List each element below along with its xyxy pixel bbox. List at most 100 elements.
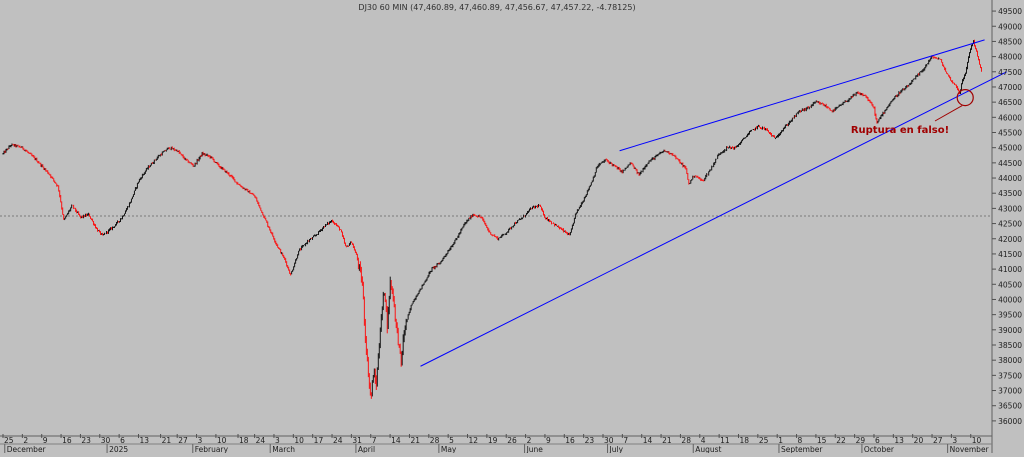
price-tick-label: 45500	[998, 129, 1022, 138]
date-tick-label: 30	[604, 436, 614, 445]
date-tick-label: 28	[430, 436, 440, 445]
price-tick-label: 47500	[998, 68, 1022, 77]
price-tick-label: 45000	[998, 144, 1022, 153]
price-tick-label: 44000	[998, 174, 1022, 183]
price-tick-label: 41000	[998, 265, 1022, 274]
price-tick-label: 43500	[998, 189, 1022, 198]
month-label: July	[609, 445, 624, 453]
date-tick-label: 24	[333, 436, 343, 445]
price-tick-label: 42500	[998, 220, 1022, 229]
date-tick-label: 8	[798, 436, 803, 445]
date-tick-label: 21	[162, 436, 172, 445]
date-tick-label: 9	[546, 436, 551, 445]
date-tick-label: 29	[856, 436, 866, 445]
date-tick-label: 6	[875, 436, 880, 445]
false-break-circle	[956, 88, 974, 107]
price-tick-label: 42000	[998, 235, 1022, 244]
price-axis: 36000 36500 37000 37500 38000 38500 39000 39500…	[992, 7, 1022, 426]
ohlc-bars-layer	[2, 39, 982, 399]
month-label: August	[695, 445, 721, 453]
month-label: February	[195, 445, 229, 453]
month-label: December	[7, 445, 47, 453]
date-tick-label: 2	[527, 436, 532, 445]
date-tick-label: 31	[352, 436, 362, 445]
date-tick-label: 1	[778, 436, 783, 445]
date-tick-label: 13	[894, 436, 904, 445]
date-tick-label: 27	[933, 436, 943, 445]
date-tick-label: 15	[817, 436, 827, 445]
date-tick-label: 17	[314, 436, 324, 445]
upper-trendline	[619, 39, 985, 152]
month-label: September	[781, 445, 823, 453]
date-tick-label: 21	[410, 436, 420, 445]
price-tick-label: 37500	[998, 371, 1022, 380]
date-tick-label: 19	[488, 436, 498, 445]
price-tick-label: 46500	[998, 98, 1022, 107]
date-tick-label: 3	[275, 436, 280, 445]
date-tick-label: 26	[507, 436, 517, 445]
price-tick-label: 39000	[998, 326, 1022, 335]
price-tick-label: 48000	[998, 53, 1022, 62]
price-tick-label: 49000	[998, 22, 1022, 31]
date-tick-label: 10	[217, 436, 227, 445]
trendline-layer	[420, 39, 1007, 367]
price-tick-label: 46000	[998, 113, 1022, 122]
date-tick-label: 5	[449, 436, 454, 445]
date-tick-label: 28	[681, 436, 691, 445]
date-tick-label: 3	[198, 436, 203, 445]
price-tick-label: 39500	[998, 311, 1022, 320]
month-label: March	[272, 445, 295, 453]
date-tick-label: 27	[178, 436, 188, 445]
date-tick-label: 18	[739, 436, 749, 445]
price-tick-label: 40000	[998, 295, 1022, 304]
chart-title: DJ30 60 MIN (47,460.89, 47,460.89, 47,45…	[358, 3, 635, 12]
annotation-pointer-line	[934, 105, 963, 122]
date-tick-label: 16	[565, 436, 575, 445]
annotation-layer: Ruptura en falso!	[851, 88, 974, 136]
date-tick-label: 13	[139, 436, 149, 445]
price-tick-label: 43000	[998, 204, 1022, 213]
date-tick-label: 21	[662, 436, 672, 445]
price-tick-label: 36000	[998, 417, 1022, 426]
date-tick-label: 14	[643, 436, 653, 445]
date-tick-label: 11	[720, 436, 730, 445]
date-tick-label: 7	[372, 436, 377, 445]
month-label: April	[358, 445, 375, 453]
date-tick-label: 25	[4, 436, 14, 445]
date-tick-label: 24	[256, 436, 266, 445]
date-tick-label: 30	[101, 436, 111, 445]
month-label: May	[441, 445, 457, 453]
date-tick-label: 18	[239, 436, 249, 445]
price-tick-label: 44500	[998, 159, 1022, 168]
date-tick-label: 4	[701, 436, 706, 445]
price-tick-label: 40500	[998, 280, 1022, 289]
month-axis: December 2025 February March April May June Jul…	[4, 444, 990, 454]
date-tick-label: 7	[623, 436, 628, 445]
date-tick-label: 6	[120, 436, 125, 445]
date-tick-label: 23	[585, 436, 595, 445]
date-tick-label: 9	[43, 436, 48, 445]
date-tick-label: 10	[294, 436, 304, 445]
date-tick-label: 23	[81, 436, 91, 445]
date-tick-label: 2	[23, 436, 28, 445]
date-tick-label: 3	[952, 436, 957, 445]
date-tick-label: 25	[759, 436, 769, 445]
annotation-label: Ruptura en falso!	[851, 125, 949, 136]
price-tick-label: 49500	[998, 7, 1022, 16]
month-label: October	[864, 445, 895, 453]
price-tick-label: 47000	[998, 83, 1022, 92]
price-tick-label: 36500	[998, 402, 1022, 411]
month-label: June	[526, 445, 544, 453]
date-tick-label: 12	[469, 436, 479, 445]
price-tick-label: 38500	[998, 341, 1022, 350]
date-tick-label: 10	[972, 436, 982, 445]
month-label: November	[950, 445, 990, 453]
price-tick-label: 41500	[998, 250, 1022, 259]
date-tick-label: 22	[836, 436, 846, 445]
price-tick-label: 48500	[998, 37, 1022, 46]
date-tick-label: 14	[391, 436, 401, 445]
price-tick-label: 38000	[998, 356, 1022, 365]
